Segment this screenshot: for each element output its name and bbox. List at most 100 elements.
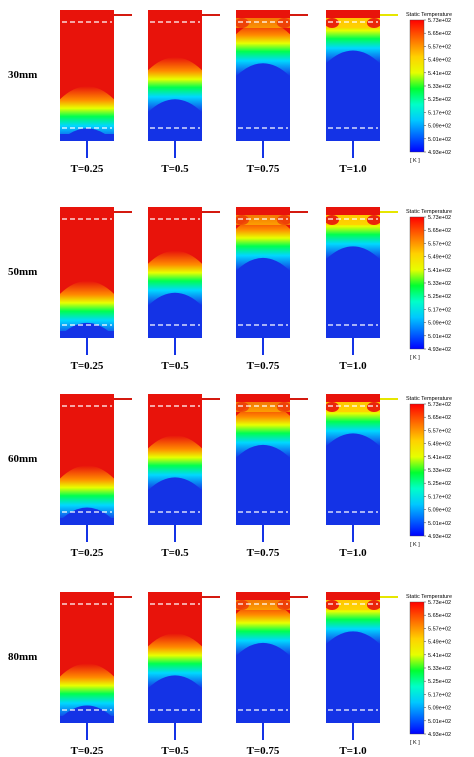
hot-pocket-left	[326, 215, 339, 225]
inlet-strip	[60, 592, 114, 600]
time-label: T=0.25	[71, 163, 104, 175]
legend-tick-label: 5.33e+02	[428, 281, 451, 287]
thermal-front	[148, 435, 202, 491]
legend-tick-label: 5.57e+02	[428, 44, 451, 50]
outlet-strip	[148, 331, 202, 338]
outlet-strip	[236, 518, 290, 525]
outlet-strip	[60, 134, 114, 141]
thermal-front	[326, 18, 380, 64]
surface-band	[236, 215, 290, 225]
time-label: T=1.0	[339, 163, 367, 175]
contour-panel: T=1.0	[326, 10, 398, 175]
time-label: T=0.5	[161, 547, 189, 559]
legend-tick-label: 5.25e+02	[428, 97, 451, 103]
legend-tick-label: 5.65e+02	[428, 228, 451, 234]
inlet-strip	[236, 207, 290, 215]
thermal-front	[148, 250, 202, 306]
inlet-strip	[236, 10, 290, 18]
outlet-strip	[148, 134, 202, 141]
hot-region	[60, 215, 114, 294]
legend-tick-label: 5.57e+02	[428, 626, 451, 632]
hot-pocket-left	[236, 600, 249, 610]
hot-pocket-right	[277, 600, 290, 610]
row-80mm: 80mm T=0.25 T=0.5 T=0.75 T=1.0 Static Tempera…	[8, 592, 452, 757]
colorbar	[409, 19, 425, 153]
outlet-strip	[60, 518, 114, 525]
hot-pocket-right	[367, 18, 380, 28]
legend-title: Static Temperature	[406, 594, 452, 600]
legend-tick-label: 5.01e+02	[428, 137, 451, 143]
legend-tick-label: 5.41e+02	[428, 71, 451, 77]
outlet-strip	[60, 716, 114, 723]
contour-panel: T=0.25	[60, 10, 132, 175]
inlet-strip	[326, 592, 380, 600]
legend-unit: [ K ]	[410, 355, 420, 361]
row-label: 30mm	[8, 69, 37, 81]
legend-tick-label: 5.73e+02	[428, 18, 451, 24]
inlet-strip	[148, 394, 202, 402]
outlet-strip	[326, 331, 380, 338]
outlet-strip	[326, 518, 380, 525]
thermal-front	[148, 633, 202, 689]
time-label: T=1.0	[339, 745, 367, 757]
legend-tick-label: 5.25e+02	[428, 679, 451, 685]
legend-tick-label: 5.49e+02	[428, 255, 451, 261]
legend-tick-label: 5.49e+02	[428, 640, 451, 646]
surface-band	[236, 18, 290, 28]
colorbar	[409, 216, 425, 350]
legend-tick-label: 5.49e+02	[428, 58, 451, 64]
row-50mm: 50mm T=0.25 T=0.5 T=0.75 T=1.0 Static Tempera…	[8, 207, 452, 372]
legend-tick-label: 4.93e+02	[428, 347, 451, 353]
inlet-strip	[326, 394, 380, 402]
contour-panel: T=1.0	[326, 592, 398, 757]
colorbar	[409, 403, 425, 537]
row-60mm: 60mm T=0.25 T=0.5 T=0.75 T=1.0 Static Tempera…	[8, 394, 452, 559]
contour-panel: T=0.75	[236, 592, 308, 757]
legend-tick-label: 5.41e+02	[428, 653, 451, 659]
outlet-strip	[60, 331, 114, 338]
contour-panel: T=0.5	[148, 10, 220, 175]
inlet-strip	[148, 592, 202, 600]
legend-tick-label: 4.93e+02	[428, 150, 451, 156]
contour-panel: T=0.25	[60, 394, 132, 559]
hot-pocket-right	[367, 402, 380, 412]
inlet-strip	[60, 207, 114, 215]
contour-panel: T=0.75	[236, 10, 308, 175]
thermal-front	[60, 86, 114, 134]
thermal-front	[236, 21, 290, 77]
legend-tick-label: 5.57e+02	[428, 428, 451, 434]
time-label: T=0.25	[71, 360, 104, 372]
legend-tick-label: 5.09e+02	[428, 706, 451, 712]
contour-panel: T=0.75	[236, 394, 308, 559]
legend-title: Static Temperature	[406, 12, 452, 18]
contour-panel: T=0.75	[236, 207, 308, 372]
thermal-front	[326, 402, 380, 447]
thermal-front	[326, 600, 380, 645]
legend-tick-label: 5.09e+02	[428, 321, 451, 327]
time-label: T=0.5	[161, 360, 189, 372]
inlet-strip	[148, 10, 202, 18]
hot-pocket-left	[236, 215, 249, 225]
outlet-strip	[148, 518, 202, 525]
contour-panel: T=0.5	[148, 394, 220, 559]
outlet-strip	[236, 716, 290, 723]
legend-tick-label: 5.01e+02	[428, 334, 451, 340]
hot-pocket-right	[367, 600, 380, 610]
row-label: 80mm	[8, 651, 37, 663]
legend-tick-label: 4.93e+02	[428, 534, 451, 540]
hot-pocket-left	[326, 600, 339, 610]
thermal-front	[148, 57, 202, 113]
legend-tick-label: 4.93e+02	[428, 732, 451, 738]
time-label: T=0.25	[71, 547, 104, 559]
hot-region	[60, 18, 114, 100]
legend-tick-label: 5.17e+02	[428, 494, 451, 500]
outlet-strip	[148, 716, 202, 723]
surface-band	[326, 402, 380, 412]
hot-pocket-left	[236, 402, 249, 412]
legend-tick-label: 5.17e+02	[428, 692, 451, 698]
